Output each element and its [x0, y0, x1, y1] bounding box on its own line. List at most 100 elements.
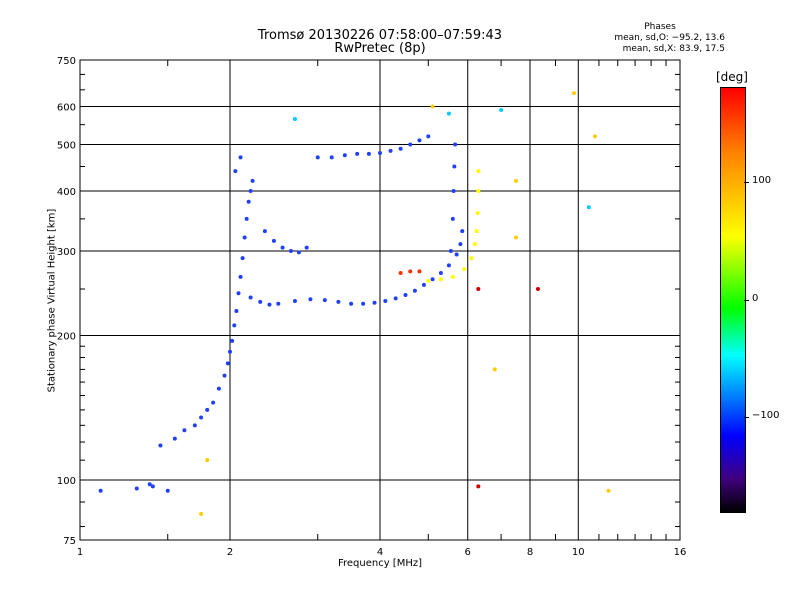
data-point [329, 155, 334, 160]
colorbar-tick-label: −100 [752, 410, 780, 421]
y-tick-label: 200 [57, 332, 76, 343]
data-point [586, 205, 591, 210]
data-point [417, 269, 422, 274]
data-point [499, 108, 504, 113]
x-axis-label: Frequency [MHz] [337, 558, 423, 569]
data-point [430, 104, 435, 109]
data-point [398, 270, 403, 275]
y-axis-label: Stationary phase Virtual Height [km] [46, 208, 58, 393]
phases-line-x: mean, sd,X: 83.9, 17.5 [622, 44, 725, 54]
data-point [446, 263, 451, 268]
data-point [271, 238, 276, 243]
data-point [514, 178, 519, 183]
data-point [216, 386, 221, 391]
data-point [476, 484, 481, 489]
data-point [475, 211, 480, 216]
data-point [228, 349, 232, 354]
data-point [211, 400, 216, 405]
data-point [292, 117, 297, 122]
data-point [453, 142, 458, 147]
data-point [192, 423, 197, 428]
chart-subtitle: RwPretec (8p) [334, 41, 426, 56]
data-point [244, 216, 249, 221]
data-point [288, 249, 293, 254]
data-point [205, 407, 210, 412]
data-point [150, 484, 155, 489]
data-point [393, 296, 398, 301]
data-point [426, 134, 431, 139]
data-point [421, 282, 426, 287]
data-point [238, 155, 243, 160]
data-point [336, 299, 341, 304]
data-point [250, 178, 255, 183]
data-point [182, 428, 187, 433]
x-tick-label: 4 [377, 547, 383, 558]
phase-colorbar [720, 87, 746, 513]
data-point [304, 245, 309, 250]
data-point [462, 267, 467, 272]
data-point [451, 189, 456, 194]
data-point [233, 169, 238, 174]
data-point [408, 269, 413, 274]
data-point [383, 299, 388, 304]
phases-line-o: mean, sd,O: −95.2, 13.6 [614, 33, 725, 43]
data-point [454, 252, 459, 257]
colorbar-tick [744, 182, 749, 183]
data-point [349, 301, 354, 306]
data-point [248, 189, 253, 194]
data-point [342, 153, 347, 158]
data-point [450, 216, 455, 221]
data-point [372, 300, 377, 305]
data-point [199, 415, 204, 420]
data-point [452, 164, 457, 169]
data-point [258, 299, 263, 304]
data-point [472, 242, 477, 247]
data-point [246, 199, 251, 204]
x-tick-label: 16 [674, 547, 687, 558]
data-point [296, 250, 301, 255]
data-point [476, 169, 481, 174]
data-point [446, 111, 451, 116]
data-point [476, 287, 481, 292]
data-point [158, 443, 163, 448]
data-point [450, 274, 455, 279]
y-tick-label: 600 [57, 103, 76, 114]
phases-heading: Phases [644, 22, 676, 32]
data-point [238, 274, 243, 279]
x-tick-label: 2 [227, 547, 233, 558]
data-point [292, 299, 297, 304]
data-point [460, 229, 465, 234]
data-point [388, 148, 393, 153]
data-point [242, 235, 247, 240]
data-point [308, 297, 313, 302]
data-point [398, 146, 403, 151]
y-tick-label: 100 [57, 476, 76, 487]
data-point [361, 301, 366, 306]
colorbar-tick [744, 417, 749, 418]
data-point [430, 277, 435, 282]
data-point [448, 249, 453, 254]
y-tick-label: 500 [57, 141, 76, 152]
phases-info: mean, sd,O: −95.2, 13.6 mean, sd,X: 83.9… [585, 33, 725, 55]
data-point [492, 367, 497, 372]
data-point [225, 361, 230, 366]
data-point [98, 488, 103, 493]
data-point [378, 151, 382, 156]
y-tick-label: 75 [63, 536, 76, 547]
data-point [469, 256, 474, 261]
data-point [276, 301, 281, 306]
data-point [606, 488, 611, 493]
data-point [262, 229, 267, 234]
x-tick-label: 8 [527, 547, 533, 558]
data-point [147, 482, 152, 487]
x-tick-label: 6 [465, 547, 471, 558]
colorbar-unit: [deg] [716, 70, 748, 84]
colorbar-tick-label: 100 [752, 175, 772, 186]
data-point [248, 295, 253, 300]
x-tick-label: 10 [572, 547, 585, 558]
data-point [232, 323, 237, 328]
data-point [403, 292, 408, 297]
data-point [426, 278, 431, 283]
data-point [199, 511, 204, 516]
